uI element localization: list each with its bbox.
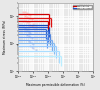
Y-axis label: Maximum stress (MPa): Maximum stress (MPa) [4,20,8,54]
X-axis label: Maximum permissible deformation (%): Maximum permissible deformation (%) [26,83,85,86]
Legend: SMA N=10, SMA N=1000: SMA N=10, SMA N=1000 [73,5,92,9]
